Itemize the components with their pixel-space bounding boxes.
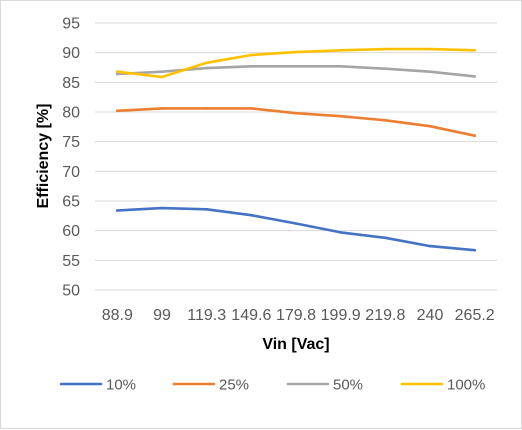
y-tick-label: 95 <box>62 16 80 33</box>
series-lines <box>116 47 477 252</box>
data-point <box>250 53 253 57</box>
x-axis-title: Vin [Vac] <box>262 336 329 353</box>
y-tick-label: 50 <box>62 283 80 300</box>
x-axis-ticks: 88.9 99 119.3 149.6 179.8 199.9 219.8 240 265.2 <box>102 307 495 324</box>
x-tick-label: 240 <box>417 307 444 324</box>
y-tick-label: 65 <box>62 194 80 211</box>
data-point <box>250 107 253 110</box>
data-point <box>473 75 477 78</box>
data-point <box>473 49 477 52</box>
data-point <box>384 67 387 70</box>
x-tick-label: 265.2 <box>455 307 495 324</box>
x-tick-label: 99 <box>153 307 171 324</box>
data-point <box>250 213 253 217</box>
legend-label: 50% <box>333 377 363 394</box>
data-point <box>294 222 298 225</box>
data-point <box>384 236 387 240</box>
x-tick-label: 199.9 <box>321 307 361 324</box>
y-tick-label: 80 <box>62 105 80 122</box>
legend-item-50pct: 50% <box>286 377 363 394</box>
data-point <box>116 109 119 113</box>
data-point <box>116 70 119 73</box>
data-point <box>339 114 343 118</box>
legend-label: 25% <box>219 377 249 394</box>
series-line-10pct <box>116 206 477 252</box>
data-point <box>205 208 208 211</box>
data-point <box>428 244 432 248</box>
y-tick-label: 55 <box>62 253 80 270</box>
y-tick-label: 70 <box>62 164 80 181</box>
data-point <box>250 65 253 68</box>
data-point <box>116 72 119 76</box>
data-point <box>339 65 343 68</box>
data-point <box>160 107 164 110</box>
y-axis-title: Efficiency [%] <box>35 104 52 209</box>
data-point <box>339 231 343 234</box>
data-point <box>339 49 343 52</box>
x-tick-label: 149.6 <box>231 307 271 324</box>
y-axis-ticks: 50 55 60 65 70 75 80 85 90 95 <box>62 16 80 300</box>
legend: 10% 25% 50% 100% <box>59 377 485 394</box>
data-point <box>384 119 387 122</box>
legend-item-10pct: 10% <box>59 377 136 394</box>
data-point <box>473 134 477 137</box>
gridlines <box>95 22 497 291</box>
x-tick-label: 179.8 <box>276 307 316 324</box>
y-tick-label: 90 <box>62 45 80 62</box>
data-point <box>384 47 387 51</box>
legend-label: 10% <box>106 377 136 394</box>
x-tick-label: 219.8 <box>365 307 405 324</box>
data-point <box>205 107 208 110</box>
data-point <box>294 50 298 54</box>
y-tick-label: 60 <box>62 223 80 240</box>
legend-item-25pct: 25% <box>172 377 249 394</box>
data-point <box>294 111 298 115</box>
data-point <box>294 65 298 68</box>
y-tick-label: 75 <box>62 134 80 151</box>
data-point <box>205 66 208 70</box>
y-tick-label: 85 <box>62 75 80 92</box>
data-point <box>116 209 119 212</box>
data-point <box>428 70 432 73</box>
data-point <box>160 70 164 73</box>
data-point <box>473 248 477 252</box>
legend-item-100pct: 100% <box>400 377 485 394</box>
x-tick-label: 88.9 <box>102 307 133 324</box>
data-point <box>205 61 208 65</box>
data-point <box>160 206 164 210</box>
data-point <box>160 75 164 79</box>
legend-label: 100% <box>447 377 485 394</box>
data-point <box>428 124 432 128</box>
data-point <box>428 47 432 51</box>
x-tick-label: 119.3 <box>187 307 226 324</box>
